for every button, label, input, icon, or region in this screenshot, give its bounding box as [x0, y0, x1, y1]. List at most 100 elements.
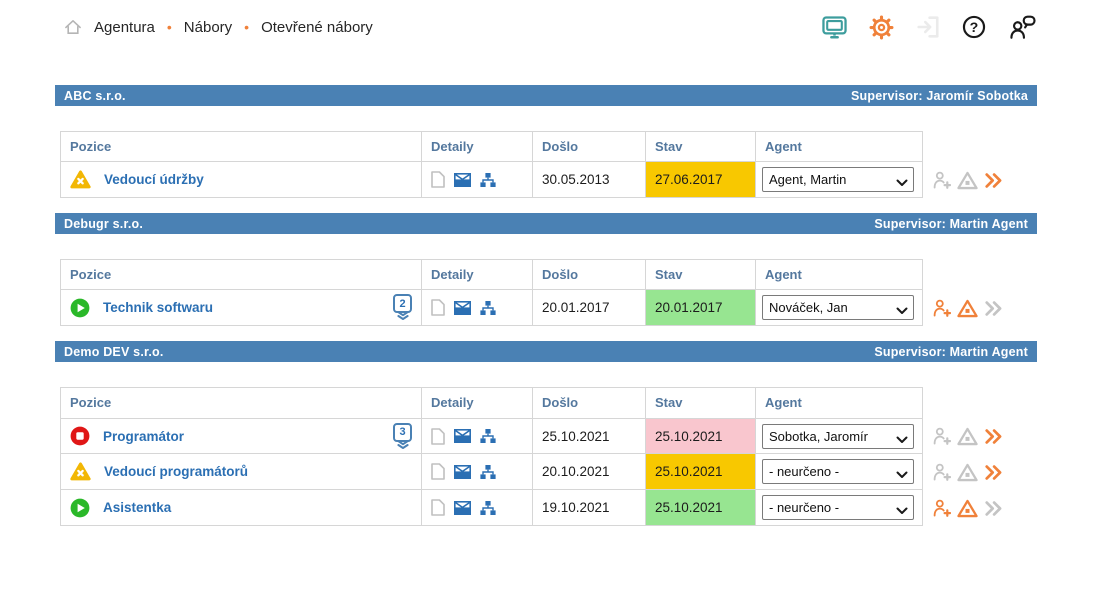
document-icon[interactable] — [431, 428, 445, 445]
sitemap-icon[interactable] — [480, 501, 496, 515]
warning-icon — [70, 462, 91, 481]
status-date-cell: 27.06.2017 — [645, 161, 756, 198]
assign-agent-icon — [933, 463, 951, 481]
main-content: ABC s.r.o. Supervisor: Jaromír Sobotka P… — [55, 85, 1037, 526]
agent-select[interactable]: - neurčeno - — [762, 495, 914, 521]
alert-triangle-icon[interactable] — [957, 299, 978, 318]
help-icon[interactable] — [962, 15, 986, 39]
company-name: Demo DEV s.r.o. — [64, 344, 164, 359]
column-header-agent: Agent — [755, 258, 923, 291]
position-link[interactable]: Vedoucí programátorů — [104, 464, 249, 480]
column-header-pozice: Pozice — [60, 258, 422, 291]
forward-chevrons-icon — [984, 300, 1003, 317]
alert-triangle-icon — [957, 463, 978, 482]
table-row: Vedoucí údržby 30.05.2013 27.06.2017 Age… — [60, 161, 923, 198]
column-header-stav: Stav — [645, 258, 756, 291]
row-actions-column — [923, 131, 1003, 198]
envelope-icon[interactable] — [454, 465, 471, 479]
supervisor-label: Supervisor: Jaromír Sobotka — [851, 88, 1028, 103]
row-actions-column — [923, 387, 1003, 526]
status-date-cell: 20.01.2017 — [645, 289, 756, 326]
recruitment-table-debugr: Pozice Detaily Došlo Stav Agent Technik … — [60, 258, 923, 326]
table-header-row: Pozice Detaily Došlo Stav Agent — [60, 130, 923, 163]
column-header-doslo: Došlo — [532, 130, 646, 163]
agent-select[interactable]: Nováček, Jan — [762, 295, 914, 321]
agent-select[interactable]: Agent, Martin — [762, 167, 914, 193]
table-row: Programátor 3 25.10.2021 25.10.2021 Sobo… — [60, 417, 923, 455]
agent-select[interactable]: - neurčeno - — [762, 459, 914, 485]
received-date: 19.10.2021 — [532, 489, 646, 526]
status-date-cell: 25.10.2021 — [645, 417, 756, 455]
stop-icon — [70, 426, 90, 446]
document-icon[interactable] — [431, 299, 445, 316]
agent-select-wrap: Agent, Martin — [762, 167, 914, 193]
double-chevron-down-icon — [396, 440, 410, 450]
home-icon[interactable] — [64, 19, 82, 35]
agent-select-wrap: - neurčeno - — [762, 495, 914, 521]
column-header-agent: Agent — [755, 387, 923, 419]
column-header-detaily: Detaily — [421, 387, 533, 419]
forward-chevrons-icon[interactable] — [984, 428, 1003, 445]
settings-gear-icon[interactable] — [869, 15, 894, 40]
column-header-doslo: Došlo — [532, 258, 646, 291]
document-icon[interactable] — [431, 171, 445, 188]
company-header-abc: ABC s.r.o. Supervisor: Jaromír Sobotka — [55, 85, 1037, 106]
breadcrumb-item-otevrene-nabory[interactable]: Otevřené nábory — [261, 18, 373, 36]
table-row: Asistentka 19.10.2021 25.10.2021 - neurč… — [60, 489, 923, 526]
breadcrumb-separator: • — [244, 19, 250, 35]
assign-agent-icon — [933, 171, 951, 189]
company-header-debugr: Debugr s.r.o. Supervisor: Martin Agent — [55, 213, 1037, 234]
company-name: Debugr s.r.o. — [64, 216, 144, 231]
document-icon[interactable] — [431, 499, 445, 516]
column-header-doslo: Došlo — [532, 387, 646, 419]
badge-count: 2 — [393, 294, 412, 314]
sitemap-icon[interactable] — [480, 465, 496, 479]
table-row: Technik softwaru 2 20.01.2017 20.01.2017… — [60, 289, 923, 326]
assign-agent-icon — [933, 427, 951, 445]
company-name: ABC s.r.o. — [64, 88, 126, 103]
monitor-icon[interactable] — [822, 16, 847, 39]
received-date: 20.10.2021 — [532, 453, 646, 491]
column-header-detaily: Detaily — [421, 258, 533, 291]
document-icon[interactable] — [431, 463, 445, 480]
badge-count: 3 — [393, 422, 412, 442]
row-actions-column — [923, 259, 1003, 326]
position-link[interactable]: Technik softwaru — [103, 300, 214, 316]
supervisor-label: Supervisor: Martin Agent — [874, 344, 1028, 359]
breadcrumb-item-agentura[interactable]: Agentura — [94, 18, 155, 36]
assign-agent-icon[interactable] — [933, 299, 951, 317]
forward-chevrons-icon[interactable] — [984, 172, 1003, 189]
recruitment-table-demodev: Pozice Detaily Došlo Stav Agent Programá… — [60, 387, 923, 526]
envelope-icon[interactable] — [454, 301, 471, 315]
alert-triangle-icon — [957, 427, 978, 446]
forward-chevrons-icon[interactable] — [984, 464, 1003, 481]
breadcrumb-item-nabory[interactable]: Nábory — [183, 18, 233, 36]
status-date-cell: 25.10.2021 — [645, 453, 756, 491]
envelope-icon[interactable] — [454, 173, 471, 187]
table-header-row: Pozice Detaily Došlo Stav Agent — [60, 258, 923, 291]
sitemap-icon[interactable] — [480, 173, 496, 187]
alert-triangle-icon[interactable] — [957, 499, 978, 518]
candidate-count-badge[interactable]: 2 — [392, 294, 413, 321]
user-feedback-icon[interactable] — [1008, 15, 1036, 39]
sitemap-icon[interactable] — [480, 301, 496, 315]
breadcrumb: Agentura • Nábory • Otevřené nábory — [64, 19, 373, 36]
sitemap-icon[interactable] — [480, 429, 496, 443]
position-link[interactable]: Asistentka — [103, 500, 172, 516]
received-date: 25.10.2021 — [532, 417, 646, 455]
assign-agent-icon[interactable] — [933, 499, 951, 517]
supervisor-label: Supervisor: Martin Agent — [874, 216, 1028, 231]
agent-select[interactable]: Sobotka, Jaromír — [762, 423, 914, 449]
warning-icon — [70, 170, 91, 189]
column-header-stav: Stav — [645, 130, 756, 163]
breadcrumb-separator: • — [166, 19, 172, 35]
position-link[interactable]: Programátor — [103, 428, 185, 444]
position-link[interactable]: Vedoucí údržby — [104, 172, 204, 188]
recruitment-table-abc: Pozice Detaily Došlo Stav Agent Vedoucí … — [60, 130, 923, 198]
alert-triangle-icon — [957, 171, 978, 190]
envelope-icon[interactable] — [454, 429, 471, 443]
status-date-cell: 25.10.2021 — [645, 489, 756, 526]
column-header-detaily: Detaily — [421, 130, 533, 163]
candidate-count-badge[interactable]: 3 — [392, 422, 413, 450]
envelope-icon[interactable] — [454, 501, 471, 515]
